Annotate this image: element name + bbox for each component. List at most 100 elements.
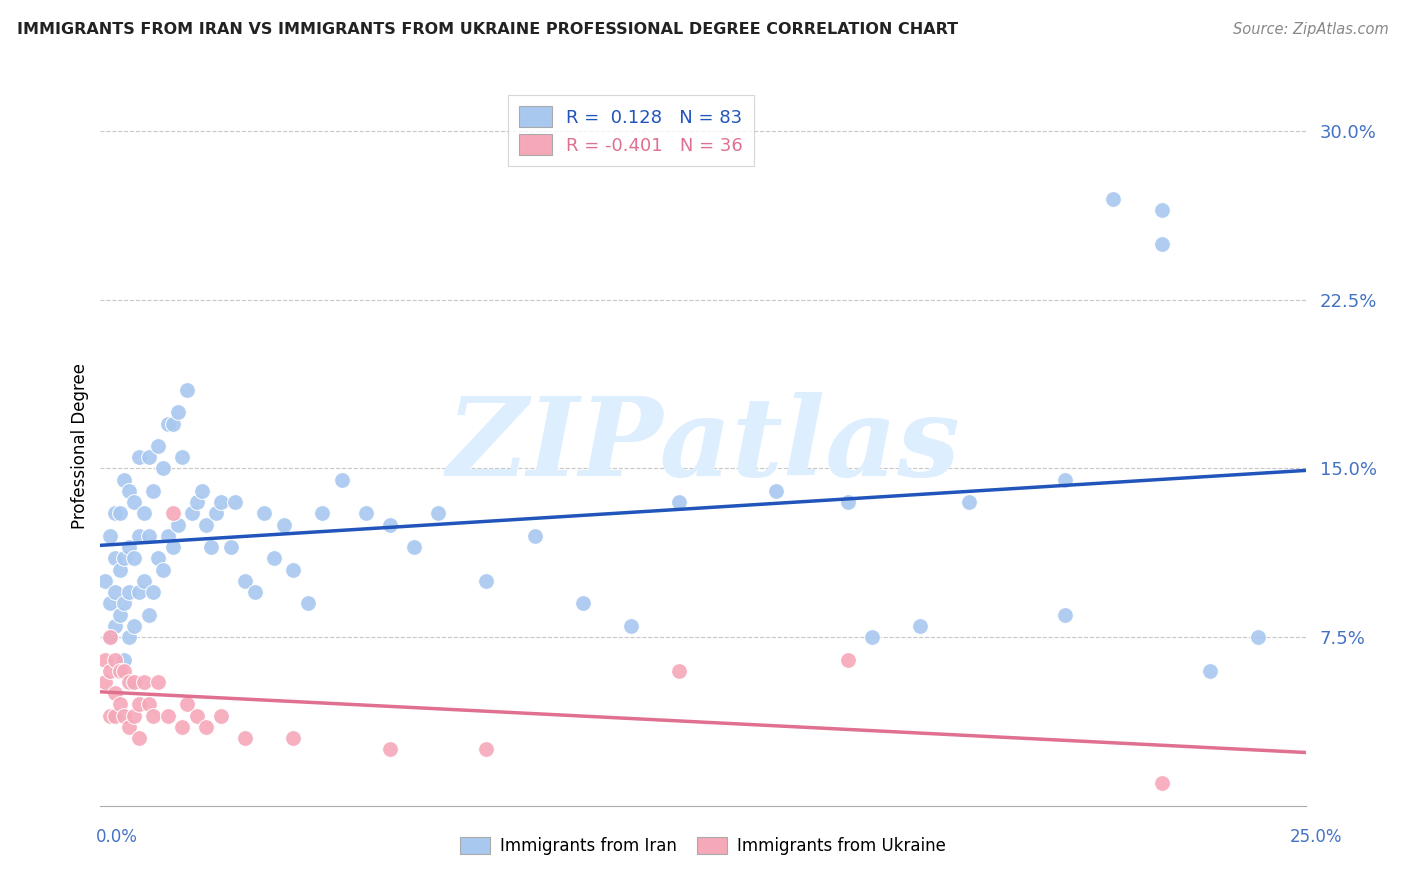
Point: [668, 495, 690, 509]
Point: [98, 596, 121, 610]
Point: [209, 495, 232, 509]
Point: [122, 708, 145, 723]
Point: [283, 563, 305, 577]
Point: [1054, 473, 1077, 487]
Point: [118, 675, 141, 690]
Point: [104, 708, 127, 723]
Point: [186, 708, 208, 723]
Point: [128, 731, 150, 746]
Point: [142, 483, 165, 498]
Point: [142, 708, 165, 723]
Point: [219, 540, 242, 554]
Point: [427, 507, 450, 521]
Point: [114, 473, 136, 487]
Point: [283, 731, 305, 746]
Point: [263, 551, 285, 566]
Point: [181, 507, 204, 521]
Point: [148, 675, 170, 690]
Point: [475, 574, 498, 588]
Point: [122, 551, 145, 566]
Point: [765, 483, 787, 498]
Point: [156, 529, 179, 543]
Point: [378, 517, 401, 532]
Point: [128, 450, 150, 465]
Point: [668, 664, 690, 678]
Text: Source: ZipAtlas.com: Source: ZipAtlas.com: [1233, 22, 1389, 37]
Y-axis label: Professional Degree: Professional Degree: [72, 363, 89, 529]
Point: [330, 473, 353, 487]
Point: [620, 619, 643, 633]
Point: [195, 517, 218, 532]
Point: [104, 652, 127, 666]
Point: [128, 585, 150, 599]
Point: [166, 517, 188, 532]
Point: [195, 720, 218, 734]
Text: IMMIGRANTS FROM IRAN VS IMMIGRANTS FROM UKRAINE PROFESSIONAL DEGREE CORRELATION : IMMIGRANTS FROM IRAN VS IMMIGRANTS FROM …: [17, 22, 957, 37]
Point: [132, 507, 155, 521]
Point: [523, 529, 546, 543]
Point: [108, 607, 131, 622]
Point: [311, 507, 333, 521]
Point: [200, 540, 222, 554]
Point: [957, 495, 980, 509]
Point: [118, 585, 141, 599]
Point: [1102, 192, 1125, 206]
Point: [1150, 236, 1173, 251]
Point: [378, 742, 401, 756]
Point: [128, 698, 150, 712]
Point: [104, 686, 127, 700]
Point: [273, 517, 295, 532]
Point: [114, 596, 136, 610]
Point: [162, 540, 184, 554]
Point: [98, 708, 121, 723]
Point: [122, 495, 145, 509]
Point: [94, 652, 117, 666]
Point: [138, 529, 160, 543]
Point: [297, 596, 319, 610]
Point: [224, 495, 246, 509]
Point: [152, 461, 174, 475]
Text: 0.0%: 0.0%: [96, 828, 138, 846]
Point: [571, 596, 593, 610]
Point: [94, 574, 117, 588]
Point: [253, 507, 276, 521]
Point: [243, 585, 266, 599]
Point: [138, 698, 160, 712]
Point: [104, 507, 127, 521]
Point: [118, 630, 141, 644]
Point: [1150, 776, 1173, 790]
Point: [132, 675, 155, 690]
Point: [118, 540, 141, 554]
Point: [233, 574, 256, 588]
Point: [114, 652, 136, 666]
Point: [138, 450, 160, 465]
Point: [98, 664, 121, 678]
Legend: R =  0.128   N = 83, R = -0.401   N = 36: R = 0.128 N = 83, R = -0.401 N = 36: [509, 95, 754, 166]
Point: [162, 417, 184, 431]
Point: [354, 507, 377, 521]
Point: [104, 619, 127, 633]
Point: [172, 720, 194, 734]
Text: 25.0%: 25.0%: [1291, 828, 1343, 846]
Point: [1199, 664, 1222, 678]
Point: [128, 529, 150, 543]
Point: [152, 563, 174, 577]
Text: ZIPatlas: ZIPatlas: [447, 392, 960, 500]
Point: [1247, 630, 1270, 644]
Point: [118, 483, 141, 498]
Point: [104, 551, 127, 566]
Point: [209, 708, 232, 723]
Point: [108, 563, 131, 577]
Point: [114, 664, 136, 678]
Point: [1054, 607, 1077, 622]
Point: [142, 585, 165, 599]
Point: [94, 675, 117, 690]
Point: [156, 708, 179, 723]
Point: [402, 540, 425, 554]
Point: [172, 450, 194, 465]
Point: [176, 383, 198, 397]
Point: [837, 495, 859, 509]
Point: [205, 507, 228, 521]
Point: [114, 551, 136, 566]
Point: [98, 630, 121, 644]
